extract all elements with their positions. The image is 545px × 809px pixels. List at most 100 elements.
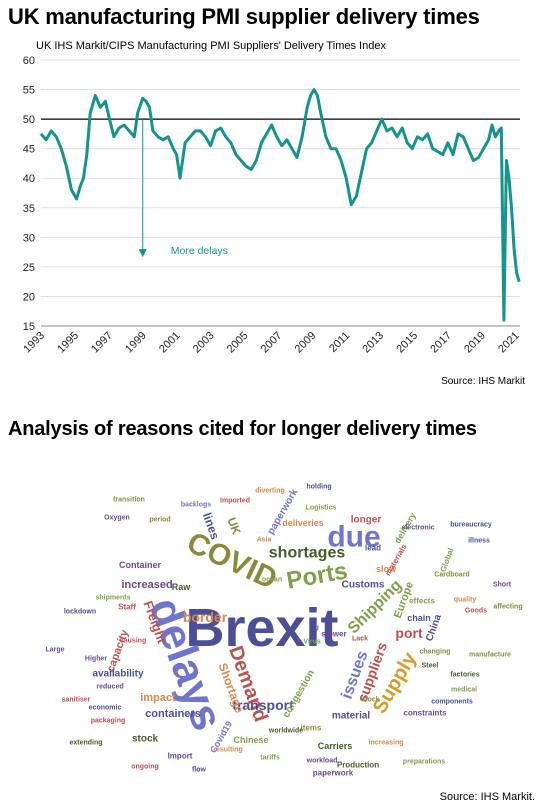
- word-cloud-word: transport: [232, 697, 294, 713]
- word-cloud-word: slower: [321, 630, 346, 639]
- word-cloud-word: increased: [121, 579, 172, 591]
- word-cloud-word: Demand: [224, 643, 272, 725]
- word-cloud-word: ongoing: [131, 764, 159, 771]
- chart-1-heading: UK manufacturing PMI supplier delivery t…: [8, 4, 480, 29]
- word-cloud-word: ocean: [262, 577, 282, 584]
- word-cloud-word: increasing: [368, 740, 403, 747]
- word-cloud-word: sanitiser: [62, 697, 91, 704]
- word-cloud-word: constraints: [403, 709, 447, 718]
- word-cloud-word: flow: [192, 767, 207, 774]
- word-cloud-word: stock: [132, 734, 159, 745]
- word-cloud-word: Carriers: [318, 741, 353, 751]
- word-cloud-word: electronic: [401, 525, 434, 532]
- word-cloud-word: Goods: [465, 608, 487, 615]
- word-cloud-word: bureaucracy: [450, 522, 492, 529]
- word-cloud-word: Steel: [422, 663, 439, 670]
- chart-2-source: Source: IHS Markit.: [439, 791, 535, 803]
- x-tick-label: 2009: [293, 330, 319, 356]
- word-cloud-word: effects: [409, 597, 435, 606]
- word-cloud-word: COVID: [182, 526, 282, 596]
- x-tick-label: 2005: [225, 330, 251, 356]
- x-tick-label: 2019: [462, 330, 488, 356]
- y-tick-label: 45: [23, 144, 35, 156]
- word-cloud-word: Shortage: [216, 661, 247, 715]
- x-tick-label: 2021: [496, 330, 522, 356]
- word-cloud-word: Ports: [284, 557, 349, 594]
- word-cloud-word: tariffs: [260, 755, 280, 762]
- word-cloud-word: availability: [92, 669, 144, 680]
- chart-2-heading: Analysis of reasons cited for longer del…: [8, 418, 477, 440]
- chart-1-title: UK IHS Markit/CIPS Manufacturing PMI Sup…: [36, 40, 386, 52]
- word-cloud-word: Import: [168, 752, 193, 761]
- chart-1-source: Source: IHS Markit: [441, 376, 525, 387]
- pmi-line-chart: 15 20 25 30 35 40 45 50 55 60 1993 1995 1997 1999 200…: [21, 55, 522, 356]
- word-cloud-word: lockdown: [64, 609, 96, 616]
- word-cloud-word: reduced: [96, 684, 123, 691]
- word-cloud-word: shortages: [269, 545, 346, 562]
- word-cloud-word: containers: [145, 708, 201, 720]
- word-cloud-word: Freight: [140, 599, 169, 646]
- word-cloud-word: Lack: [352, 636, 368, 643]
- word-cloud-word: worldwide: [268, 728, 303, 735]
- word-cloud-word: Staff: [118, 603, 136, 612]
- word-cloud-word: paperwork: [266, 487, 301, 537]
- word-cloud-word: preparations: [403, 759, 446, 766]
- word-cloud-word: lead: [365, 544, 381, 553]
- word-cloud-word: diverting: [255, 488, 285, 495]
- word-cloud-word: material: [332, 711, 371, 722]
- x-tick-label: 2003: [191, 330, 217, 356]
- word-cloud-word: Production: [337, 761, 379, 770]
- word-cloud-word: Supply: [369, 648, 422, 717]
- x-tick-label: 2017: [428, 330, 454, 356]
- word-cloud-word: transition: [113, 497, 145, 504]
- word-cloud-word: economic: [89, 705, 122, 712]
- word-cloud-word: period: [149, 517, 170, 524]
- word-cloud-word: Logistics: [306, 505, 337, 512]
- y-tick-label: 35: [23, 203, 35, 215]
- word-cloud-word: Container: [119, 560, 162, 570]
- word-cloud-word: Customs: [342, 580, 385, 591]
- x-tick-label: 2011: [327, 330, 352, 355]
- word-cloud-word: Covid19: [208, 719, 234, 754]
- y-tick-label: 55: [23, 85, 35, 97]
- word-cloud-word: Cardboard: [434, 572, 469, 579]
- word-cloud-word: deliveries: [282, 518, 324, 528]
- word-cloud-word: EU: [309, 626, 319, 633]
- word-cloud-word: longer: [351, 515, 382, 526]
- annotation-arrowhead: [138, 249, 147, 258]
- word-cloud-word: delivery: [392, 511, 418, 545]
- x-tick-label: 1999: [123, 330, 149, 356]
- x-tick-label: 2007: [259, 330, 285, 356]
- word-cloud-word: Europe: [392, 580, 416, 620]
- word-cloud-word: Higher: [85, 656, 107, 663]
- word-cloud-word: suppliers: [354, 640, 390, 704]
- word-cloud-word: Oxygen: [104, 515, 130, 522]
- word-cloud-word: Shipping: [345, 577, 405, 637]
- y-tick-label: 15: [23, 321, 35, 333]
- word-cloud-word: Global: [439, 547, 456, 573]
- word-cloud-word: Virus: [303, 639, 320, 646]
- word-cloud-word: Raw: [172, 582, 192, 592]
- word-cloud-word: capacity: [105, 627, 132, 673]
- x-tick-label: 1993: [21, 330, 47, 356]
- word-cloud-word: materials: [383, 542, 409, 577]
- y-tick-label: 20: [23, 291, 35, 303]
- word-cloud-word: paperwork: [313, 769, 354, 778]
- y-tick-label: 40: [23, 173, 35, 185]
- word-cloud-word: impact: [140, 692, 176, 704]
- series-line: [39, 88, 521, 322]
- word-cloud-word: items: [301, 724, 322, 733]
- word-cloud-word: causing: [120, 638, 146, 645]
- word-cloud-word: extending: [69, 740, 102, 747]
- y-tick-label: 50: [23, 114, 35, 126]
- word-cloud-word: changing: [419, 649, 450, 656]
- word-cloud-word: resulting: [213, 747, 243, 754]
- word-cloud-word: port: [395, 625, 423, 641]
- y-tick-label: 60: [23, 55, 35, 67]
- y-axis-ticks: 15 20 25 30 35 40 45 50 55 60: [23, 55, 35, 333]
- word-cloud-word: Imported: [220, 498, 250, 505]
- x-tick-label: 2013: [360, 330, 386, 356]
- word-cloud-word: illness: [468, 538, 490, 545]
- word-cloud-word: delays: [140, 591, 233, 736]
- word-cloud-word: medical: [451, 687, 477, 694]
